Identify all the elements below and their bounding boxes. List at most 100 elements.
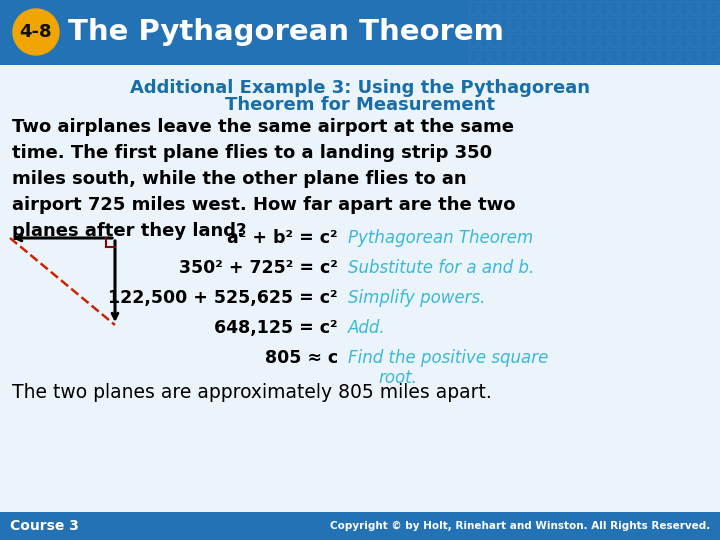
Text: 4-8: 4-8 (19, 23, 53, 41)
Text: Additional Example 3: Using the Pythagorean: Additional Example 3: Using the Pythagor… (130, 79, 590, 97)
Bar (580, 34, 588, 47)
Bar (710, 50, 718, 63)
Text: Pythagorean Theorem: Pythagorean Theorem (348, 229, 534, 247)
Bar (670, 34, 678, 47)
Bar (530, 18, 538, 31)
Bar (610, 2, 618, 15)
Bar (580, 18, 588, 31)
Text: The Pythagorean Theorem: The Pythagorean Theorem (68, 18, 504, 46)
Bar (560, 50, 568, 63)
Bar (590, 2, 598, 15)
Bar (480, 18, 488, 31)
Bar (490, 2, 498, 15)
Bar (550, 18, 558, 31)
Text: 350² + 725² = c²: 350² + 725² = c² (179, 259, 338, 277)
Bar (660, 34, 668, 47)
Text: 648,125 = c²: 648,125 = c² (215, 319, 338, 337)
Text: Copyright © by Holt, Rinehart and Winston. All Rights Reserved.: Copyright © by Holt, Rinehart and Winsto… (330, 521, 710, 531)
Bar (670, 18, 678, 31)
Text: planes after they land?: planes after they land? (12, 222, 246, 240)
Bar (700, 2, 708, 15)
Bar (560, 18, 568, 31)
Bar (480, 34, 488, 47)
Bar (670, 50, 678, 63)
Bar (540, 34, 548, 47)
Bar (660, 2, 668, 15)
Bar (590, 34, 598, 47)
Bar (550, 50, 558, 63)
Bar (700, 18, 708, 31)
Bar (600, 34, 608, 47)
Text: 805 ≈ c: 805 ≈ c (265, 349, 338, 367)
Bar (480, 50, 488, 63)
Bar (470, 18, 478, 31)
Bar (690, 50, 698, 63)
Bar (510, 34, 518, 47)
Bar (670, 2, 678, 15)
Circle shape (13, 9, 59, 55)
Bar (0, 512, 720, 540)
Bar (680, 34, 688, 47)
Bar (500, 2, 508, 15)
Text: Two airplanes leave the same airport at the same: Two airplanes leave the same airport at … (12, 118, 514, 136)
Bar (650, 34, 658, 47)
Bar (710, 34, 718, 47)
Bar (590, 50, 598, 63)
Bar (610, 18, 618, 31)
Text: Add.: Add. (348, 319, 386, 337)
Bar (540, 50, 548, 63)
Text: a² + b² = c²: a² + b² = c² (228, 229, 338, 247)
Bar (640, 50, 648, 63)
Bar (520, 2, 528, 15)
Bar (650, 18, 658, 31)
Bar (650, 2, 658, 15)
Bar (630, 18, 638, 31)
Bar (710, 18, 718, 31)
Bar (610, 34, 618, 47)
Bar (470, 50, 478, 63)
Bar (590, 18, 598, 31)
Text: 122,500 + 525,625 = c²: 122,500 + 525,625 = c² (109, 289, 338, 307)
Bar (600, 18, 608, 31)
Bar (620, 50, 628, 63)
Bar (700, 50, 708, 63)
Bar (570, 50, 578, 63)
Bar (690, 2, 698, 15)
Bar (530, 34, 538, 47)
Bar (690, 18, 698, 31)
Bar (470, 34, 478, 47)
Bar (490, 34, 498, 47)
Bar (510, 18, 518, 31)
Bar (550, 2, 558, 15)
Text: The two planes are approximately 805 miles apart.: The two planes are approximately 805 mil… (12, 382, 492, 402)
Bar (660, 18, 668, 31)
Bar (530, 50, 538, 63)
Bar (580, 2, 588, 15)
Bar (690, 34, 698, 47)
Bar (540, 18, 548, 31)
Bar (570, 2, 578, 15)
Bar (570, 18, 578, 31)
Bar (560, 34, 568, 47)
Text: Theorem for Measurement: Theorem for Measurement (225, 96, 495, 114)
Bar (620, 18, 628, 31)
Bar (600, 2, 608, 15)
Bar (520, 18, 528, 31)
Bar (620, 34, 628, 47)
Bar (680, 50, 688, 63)
Bar (550, 34, 558, 47)
Bar (620, 2, 628, 15)
Text: time. The first plane flies to a landing strip 350: time. The first plane flies to a landing… (12, 144, 492, 162)
Bar (630, 50, 638, 63)
Bar (560, 2, 568, 15)
Bar (500, 18, 508, 31)
Bar (640, 34, 648, 47)
Bar (680, 2, 688, 15)
Bar (630, 34, 638, 47)
Bar (520, 50, 528, 63)
Bar (490, 50, 498, 63)
Bar (470, 2, 478, 15)
Bar (650, 50, 658, 63)
Bar (540, 2, 548, 15)
Bar (500, 34, 508, 47)
